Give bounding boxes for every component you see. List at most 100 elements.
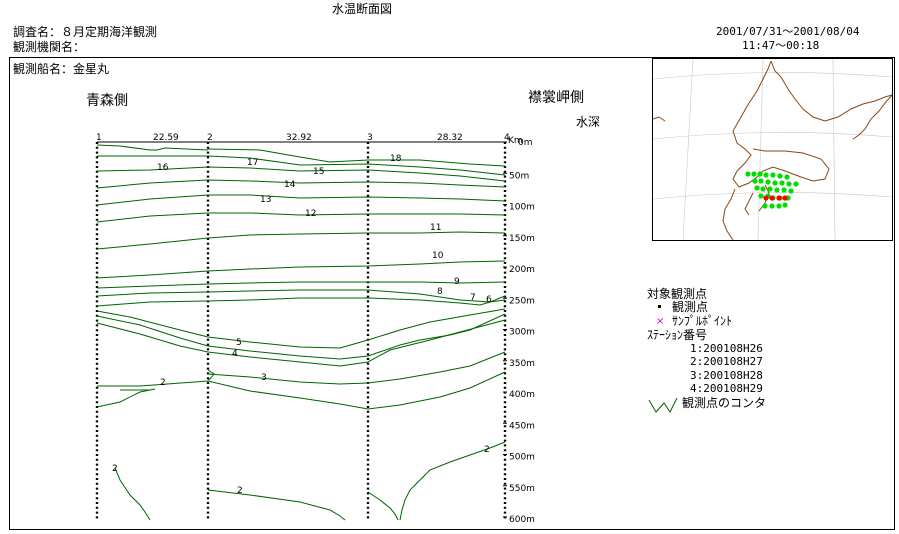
contour-label-5: 14 bbox=[284, 180, 296, 190]
contour-line-8 bbox=[96, 231, 506, 250]
map-dot-green-9 bbox=[758, 178, 764, 184]
map-dot-green-28 bbox=[776, 203, 782, 209]
vessel-name: 観測船名：金星丸 bbox=[13, 62, 110, 76]
contour-line-16 bbox=[207, 351, 506, 385]
contour-label-4: 15 bbox=[313, 167, 324, 177]
depth-label-1: 50m bbox=[509, 171, 529, 181]
contour-label-10: 9 bbox=[454, 277, 460, 287]
depth-label-0: 0m bbox=[518, 138, 533, 148]
contour-line-23 bbox=[399, 441, 506, 521]
map-dot-green-1 bbox=[745, 171, 751, 177]
map-dot-green-5 bbox=[770, 172, 776, 178]
map-dot-green-8 bbox=[752, 178, 758, 184]
map-dot-green-29 bbox=[782, 202, 788, 208]
station-number-2: 2 bbox=[207, 133, 213, 143]
contour-label-17: 2 bbox=[160, 378, 166, 388]
contour-line-20 bbox=[114, 467, 151, 521]
map-dot-green-11 bbox=[772, 180, 778, 186]
legend-station-3: 3:200108H28 bbox=[690, 369, 763, 382]
contour-label-2: 17 bbox=[247, 158, 258, 168]
depth-label-10: 500m bbox=[509, 453, 535, 463]
contour-line-15 bbox=[96, 319, 506, 367]
contour-line-10 bbox=[96, 281, 506, 289]
map-dot-green-13 bbox=[786, 181, 792, 187]
distance-label-3: 28.32 bbox=[437, 133, 463, 143]
legend-station-2: 2:200108H27 bbox=[690, 355, 763, 368]
map-dot-green-16 bbox=[760, 186, 766, 192]
left-side-label: 青森側 bbox=[86, 93, 128, 109]
contour-label-11: 8 bbox=[437, 287, 443, 297]
institution: 観測機関名： bbox=[13, 40, 86, 54]
depth-label-5: 250m bbox=[509, 296, 535, 306]
page-title: 水温断面図 bbox=[332, 2, 393, 16]
contour-legend-icon bbox=[648, 397, 678, 413]
contour-label-16: 3 bbox=[261, 373, 267, 383]
map-dot-red-3 bbox=[776, 195, 782, 201]
survey-name: 調査名：８月定期海洋観測 bbox=[13, 25, 158, 39]
legend-contour: 観測点のコンタ bbox=[682, 396, 767, 410]
contour-label-19: 2 bbox=[237, 486, 243, 496]
date-range: 2001/07/31～2001/08/04 bbox=[716, 25, 860, 38]
map-dot-green-19 bbox=[781, 187, 787, 193]
legend-title: 対象観測点 bbox=[647, 287, 708, 301]
contour-line-19 bbox=[207, 369, 215, 381]
map-observation-points bbox=[745, 171, 799, 209]
distance-label-2: 32.92 bbox=[286, 133, 312, 143]
depth-label-2: 100m bbox=[509, 203, 535, 213]
depth-label-7: 350m bbox=[509, 359, 535, 369]
contour-line-17 bbox=[97, 371, 506, 410]
map-dot-green-12 bbox=[779, 180, 785, 186]
map-dot-green-17 bbox=[767, 186, 773, 192]
depth-label-9: 450m bbox=[509, 421, 535, 431]
contour-line-3 bbox=[97, 155, 506, 176]
contour-label-12: 7 bbox=[470, 293, 476, 303]
contour-label-13: 6 bbox=[486, 295, 492, 305]
contour-line-1 bbox=[96, 144, 209, 151]
map-svg bbox=[652, 58, 893, 241]
map-dot-green-26 bbox=[762, 203, 768, 209]
map-dot-green-6 bbox=[777, 173, 783, 179]
depth-label-12: 600m bbox=[509, 515, 535, 525]
map-dot-green-20 bbox=[788, 188, 794, 194]
contour-line-5 bbox=[96, 179, 506, 189]
station-number-4: 4 bbox=[504, 133, 510, 143]
map-dot-green-2 bbox=[751, 171, 757, 177]
depth-label: 水深 bbox=[576, 115, 601, 129]
depth-label-8: 400m bbox=[509, 390, 535, 400]
contour-label-7: 12 bbox=[305, 209, 316, 219]
depth-label-3: 150m bbox=[509, 234, 535, 244]
contour-line-22 bbox=[367, 491, 399, 521]
legend-station-title: ｽﾃｰｼｮﾝ番号 bbox=[647, 328, 708, 342]
contour-line-6 bbox=[96, 194, 506, 206]
map-graticule bbox=[652, 58, 893, 241]
station-number-1: 1 bbox=[96, 133, 102, 143]
contour-label-9: 10 bbox=[432, 251, 444, 261]
contour-label-20: 2 bbox=[112, 464, 118, 474]
right-side-label: 襟裳岬側 bbox=[528, 90, 584, 106]
contour-line-12 bbox=[96, 295, 506, 307]
contour-label-3: 16 bbox=[157, 163, 169, 173]
station-number-3: 3 bbox=[367, 133, 373, 143]
contour-line-13 bbox=[96, 308, 506, 349]
contour-label-15: 4 bbox=[232, 349, 238, 359]
contour-label-8: 11 bbox=[430, 223, 441, 233]
legend-sample-point: ｻﾝﾌﾟﾙﾎﾟｲﾝﾄ bbox=[672, 314, 733, 328]
contour-label-14: 5 bbox=[236, 338, 242, 348]
location-map bbox=[652, 58, 893, 241]
depth-label-4: 200m bbox=[509, 265, 535, 275]
map-dot-green-15 bbox=[754, 185, 760, 191]
contour-line-9 bbox=[96, 260, 506, 279]
contour-line-7 bbox=[96, 212, 506, 223]
depth-label-6: 300m bbox=[509, 328, 535, 338]
contour-label-1: 18 bbox=[390, 154, 402, 164]
map-dot-green-3 bbox=[757, 171, 763, 177]
map-dot-red-2 bbox=[769, 195, 775, 201]
contour-line-11 bbox=[96, 289, 506, 303]
map-dot-red-1 bbox=[763, 195, 769, 201]
map-dot-green-10 bbox=[765, 179, 771, 185]
contour-label-18: 2 bbox=[484, 445, 490, 455]
depth-label-11: 550m bbox=[509, 484, 535, 494]
contour-label-6: 13 bbox=[260, 195, 271, 205]
time-range: 11:47～00:18 bbox=[742, 39, 820, 52]
